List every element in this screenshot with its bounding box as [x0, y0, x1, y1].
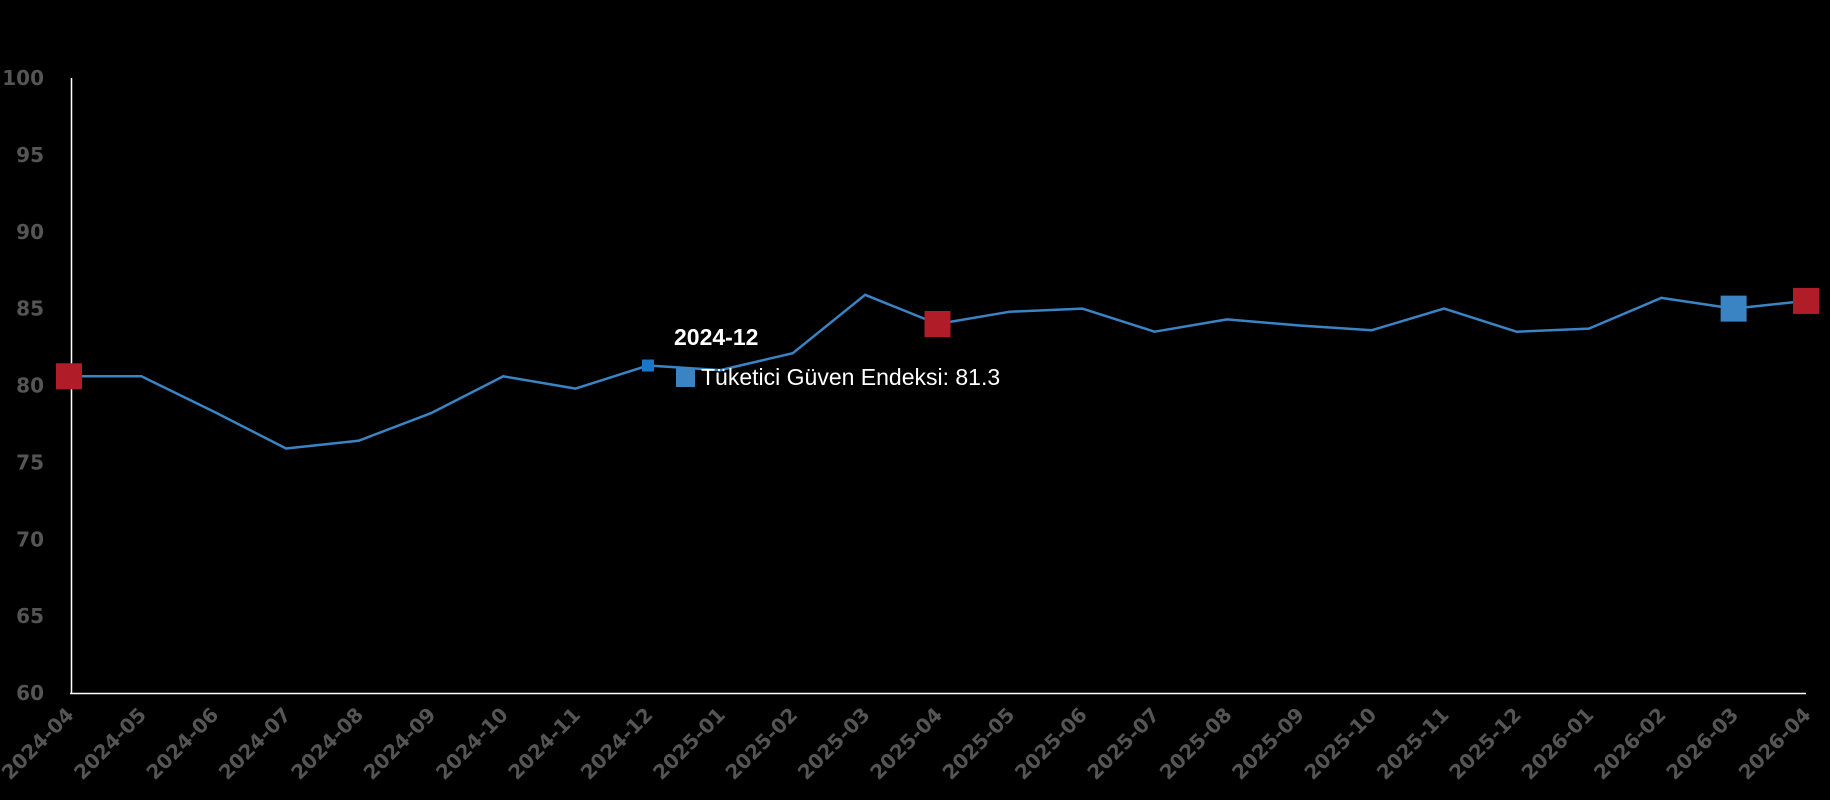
- data-point: [140, 375, 143, 378]
- marker-group: [56, 287, 1819, 390]
- x-tick-label: 2025-02: [720, 703, 802, 785]
- x-tick-label: 2025-06: [1010, 703, 1092, 785]
- tooltip-swatch: [676, 368, 695, 387]
- y-tick-label: 80: [16, 374, 44, 398]
- x-tick-label: 2024-10: [431, 703, 513, 785]
- data-point: [1515, 330, 1518, 333]
- data-point: [1081, 307, 1084, 310]
- data-point: [1225, 318, 1229, 321]
- y-tick-label: 75: [16, 450, 44, 474]
- x-tick-label: 2024-09: [359, 703, 441, 785]
- x-tick-label: 2025-04: [865, 703, 947, 785]
- data-point: [791, 352, 794, 355]
- tooltip-series-label: Tüketici Güven Endeksi: 81.3: [701, 364, 1001, 390]
- tooltip-title: 2024-12: [674, 324, 759, 350]
- square-marker: [924, 311, 951, 337]
- x-tick-label: 2026-04: [1734, 703, 1816, 785]
- x-tick-label: 2024-05: [69, 703, 151, 785]
- data-point: [212, 410, 215, 413]
- data-point: [1153, 330, 1156, 333]
- x-tick-label: 2024-04: [0, 703, 79, 785]
- y-tick-label: 95: [16, 143, 44, 167]
- x-tick-label: 2025-12: [1444, 703, 1526, 785]
- data-point: [284, 447, 288, 450]
- data-point: [357, 439, 360, 443]
- x-tick-label: 2026-02: [1589, 703, 1671, 785]
- x-tick-label: 2024-07: [214, 703, 296, 785]
- data-point: [574, 387, 577, 390]
- square-marker: [56, 363, 82, 390]
- x-tick-label: 2025-10: [1299, 703, 1381, 785]
- x-axis-labels: 2024-042024-052024-062024-072024-082024-…: [0, 703, 1816, 785]
- data-point: [502, 375, 505, 378]
- x-tick-label: 2024-12: [576, 703, 658, 785]
- data-point: [1008, 310, 1012, 313]
- data-point: [1587, 327, 1591, 330]
- square-marker: [1720, 295, 1747, 322]
- tooltip-row: Tüketici Güven Endeksi: 81.3: [676, 364, 1000, 391]
- x-tick-label: 2025-01: [648, 703, 730, 785]
- data-point: [1442, 307, 1446, 310]
- x-tick-label: 2025-03: [793, 703, 875, 785]
- data-point: [429, 411, 433, 415]
- square-marker: [1793, 287, 1819, 314]
- y-tick-label: 100: [2, 66, 44, 90]
- highlight-marker: [642, 359, 654, 372]
- x-tick-label: 2026-01: [1517, 703, 1599, 785]
- x-tick-label: 2025-07: [1082, 703, 1164, 785]
- data-point: [1660, 296, 1663, 300]
- x-tick-label: 2025-05: [938, 703, 1020, 785]
- data-point: [863, 293, 867, 296]
- y-tick-label: 65: [16, 604, 44, 628]
- y-axis-labels: 60 65 70 75 80 85 90 95 100: [2, 66, 44, 705]
- data-point: [1298, 324, 1301, 327]
- x-tick-label: 2026-03: [1661, 703, 1743, 785]
- data-point: [719, 368, 722, 372]
- y-tick-label: 60: [16, 681, 44, 705]
- x-tick-label: 2024-11: [503, 703, 585, 785]
- y-tick-label: 85: [16, 297, 44, 321]
- x-tick-label: 2024-08: [286, 703, 368, 785]
- data-point: [1370, 328, 1373, 332]
- chart-tooltip: 2024-12 Tüketici Güven Endeksi: 81.3: [660, 324, 1000, 391]
- y-tick-label: 70: [16, 527, 44, 551]
- x-tick-label: 2025-08: [1155, 703, 1237, 785]
- x-tick-label: 2024-06: [141, 703, 223, 785]
- y-tick-label: 90: [16, 220, 44, 244]
- x-tick-label: 2025-11: [1372, 703, 1454, 785]
- x-tick-label: 2025-09: [1227, 703, 1309, 785]
